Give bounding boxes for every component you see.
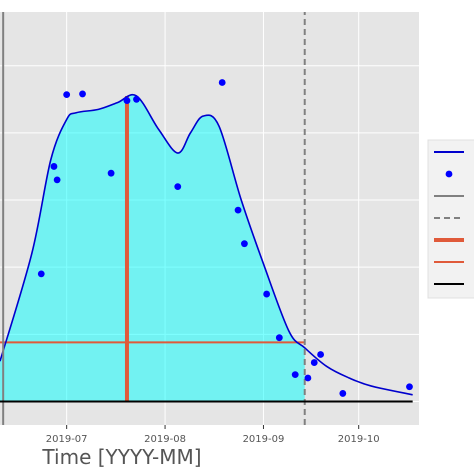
data-point xyxy=(107,169,115,177)
chart-marks xyxy=(0,12,413,425)
data-point xyxy=(37,270,45,278)
data-point xyxy=(63,91,71,98)
curve-line xyxy=(0,93,413,396)
data-point xyxy=(174,183,182,191)
legend-key-point xyxy=(445,170,453,178)
x-tick-label: 2019-08 xyxy=(144,434,186,445)
data-point xyxy=(317,351,324,358)
data-point xyxy=(304,374,312,382)
x-tick-label: 2019-10 xyxy=(338,434,380,445)
x-axis-label: Time [YYYY-MM] xyxy=(41,445,201,469)
data-point xyxy=(339,390,347,397)
data-point xyxy=(79,90,86,98)
data-point xyxy=(123,97,131,105)
legend xyxy=(427,139,474,299)
x-tick-labels: 2019-07 2019-08 2019-09 2019-10 xyxy=(46,425,380,445)
area-fill xyxy=(0,94,305,402)
data-point xyxy=(50,163,58,170)
data-point xyxy=(234,206,242,214)
x-tick-label: 2019-09 xyxy=(243,434,285,445)
data-point xyxy=(263,290,271,298)
data-point xyxy=(241,240,248,248)
data-point xyxy=(133,95,140,103)
data-point xyxy=(291,371,299,379)
data-point xyxy=(275,334,283,342)
data-point xyxy=(406,383,413,391)
data-point xyxy=(218,79,226,86)
x-tick-label: 2019-07 xyxy=(46,434,88,445)
data-point xyxy=(53,176,61,184)
data-point xyxy=(310,359,318,366)
